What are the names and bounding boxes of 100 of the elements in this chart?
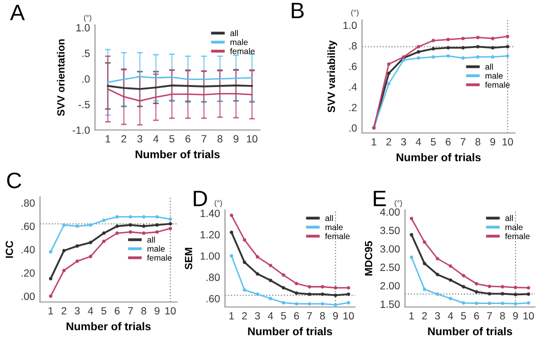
y-tick-label: .4 — [349, 83, 357, 91]
x-tick-label: 8 — [320, 312, 325, 320]
x-tick-label: 8 — [500, 312, 505, 320]
x-tick-label: 6 — [114, 307, 120, 315]
chart-title: D — [194, 190, 207, 206]
x-tick-label: 6 — [474, 312, 479, 320]
y-tick-label: 1.00 — [200, 252, 220, 260]
legend-label: female — [230, 48, 255, 54]
legend-label: male — [230, 39, 248, 46]
y-tick-label: .6 — [349, 62, 357, 70]
x-tick-label: 10 — [344, 312, 354, 320]
x-tick-label: 7 — [128, 307, 133, 314]
y-tick-label: .2 — [349, 104, 357, 112]
y-tick-label: 4.00 — [380, 208, 400, 216]
legend-label: female — [147, 254, 172, 261]
y-tick-label: 1.40 — [200, 210, 220, 218]
x-tick-label: 9 — [490, 138, 496, 146]
x-tick-label: 2 — [121, 135, 126, 142]
x-tick-label: 10 — [246, 135, 258, 143]
legend-label: female — [485, 82, 510, 88]
legend-label: all — [485, 64, 493, 70]
x-tick-label: 8 — [218, 135, 222, 143]
x-tick-label: 5 — [101, 307, 106, 315]
y-tick-label: .5 — [82, 50, 90, 58]
x-tick-label: 10 — [524, 312, 534, 320]
chart-title: B — [292, 2, 304, 18]
legend-label: all — [505, 215, 513, 222]
x-tick-label: 9 — [234, 135, 238, 143]
y-tick-label: .00 — [22, 292, 35, 300]
legend-label: all — [147, 236, 155, 243]
x-tick-label: 3 — [137, 135, 142, 143]
x-tick-label: 5 — [281, 312, 286, 320]
x-axis-title: Number of trials — [428, 327, 512, 336]
x-tick-label: 1 — [409, 312, 414, 320]
x-axis-title: Number of trials — [136, 150, 220, 158]
x-tick-label: 7 — [487, 312, 492, 320]
x-tick-label: 4 — [153, 135, 158, 142]
y-tick-label: -1.0 — [72, 126, 90, 134]
x-tick-label: 5 — [169, 135, 174, 143]
x-tick-label: 8 — [141, 307, 146, 315]
y-tick-label: 3.00 — [380, 245, 400, 253]
chart-title: C — [7, 172, 22, 188]
y-tick-label: .8 — [349, 42, 357, 50]
legend-label: male — [326, 224, 343, 230]
y-tick-label: .60 — [206, 294, 220, 302]
y-tick-label: .0 — [82, 75, 90, 83]
x-tick-label: 2 — [242, 312, 247, 320]
y-tick-label: 1.20 — [200, 231, 220, 238]
y-tick-label: .40 — [22, 246, 35, 254]
x-tick-label: 4 — [88, 307, 94, 314]
x-tick-label: 3 — [401, 138, 406, 146]
x-tick-label: 1 — [229, 312, 234, 320]
x-tick-label: 8 — [475, 138, 480, 146]
x-tick-label: 3 — [435, 312, 440, 320]
x-tick-label: 6 — [446, 138, 451, 146]
x-tick-label: 3 — [74, 307, 80, 315]
y-tick-label: 3.50 — [380, 226, 400, 234]
x-tick-label: 1 — [372, 138, 376, 146]
x-tick-label: 1 — [106, 135, 110, 142]
x-tick-label: 5 — [461, 312, 466, 320]
x-tick-label: 10 — [165, 307, 176, 315]
x-axis-title: Number of trials — [248, 327, 332, 336]
y-axis-title: SEM — [184, 248, 192, 270]
x-tick-label: 4 — [268, 312, 274, 320]
x-axis-title: Number of trials — [396, 153, 481, 162]
x-tick-label: 9 — [154, 307, 160, 315]
y-tick-label: .60 — [22, 222, 35, 230]
x-tick-label: 4 — [448, 312, 454, 320]
x-tick-label: 1 — [48, 307, 54, 314]
y-axis-title: MDC95 — [364, 241, 372, 276]
x-tick-label: 2 — [62, 307, 66, 314]
x-tick-label: 3 — [255, 312, 260, 320]
x-tick-label: 6 — [294, 312, 299, 320]
y-tick-label: 1.0 — [343, 22, 357, 30]
legend-label: female — [505, 233, 530, 240]
y-tick-label: 2.00 — [380, 282, 400, 290]
y-axis-title: SVV variability — [327, 40, 338, 112]
x-tick-label: 7 — [307, 312, 312, 320]
legend-label: male — [506, 224, 523, 230]
y-tick-label: 1.0 — [76, 24, 90, 32]
x-tick-label: 9 — [333, 312, 338, 320]
chart-title: A — [10, 4, 25, 20]
y-tick-label: 2.50 — [380, 264, 400, 272]
legend-label: female — [325, 233, 350, 240]
x-tick-label: 6 — [186, 135, 190, 143]
y-tick-label: -.5 — [78, 101, 90, 108]
y-axis-title: ICC — [6, 240, 14, 258]
legend-label: male — [486, 72, 503, 79]
y-tick-label: 1.50 — [380, 300, 400, 308]
x-tick-label: 5 — [430, 138, 436, 146]
x-axis-title: Number of trials — [66, 322, 151, 330]
y-axis-title: SVV orientation — [56, 39, 65, 116]
legend-label: all — [230, 30, 238, 36]
chart-title: E — [374, 190, 386, 206]
y-tick-label: .80 — [22, 199, 35, 207]
legend-label: all — [325, 215, 333, 222]
legend-label: male — [148, 246, 165, 252]
x-tick-label: 7 — [460, 138, 466, 146]
x-tick-label: 2 — [386, 138, 392, 146]
y-tick-label: .0 — [349, 124, 357, 132]
